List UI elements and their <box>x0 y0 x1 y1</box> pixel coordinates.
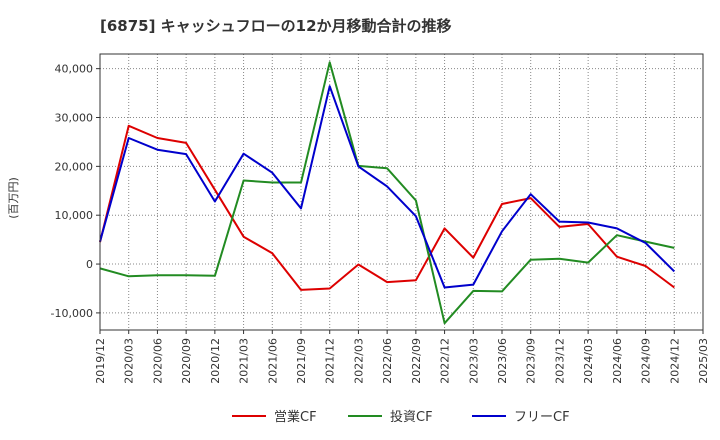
plot-frame <box>99 53 704 331</box>
x-tick-label: 2021/03 <box>238 338 251 384</box>
legend-label: 営業CF <box>274 409 317 425</box>
y-tick-label: 10,000 <box>55 209 94 222</box>
x-tick-label: 2023/06 <box>496 338 509 384</box>
x-tick-label: 2019/12 <box>94 338 107 384</box>
chart-title: [6875] キャッシュフローの12か月移動合計の推移 <box>100 17 452 35</box>
x-tick-label: 2023/12 <box>553 338 566 384</box>
x-tick-label: 2021/09 <box>295 338 308 384</box>
x-tick-label: 2020/09 <box>180 338 193 384</box>
legend-label: 投資CF <box>390 409 433 425</box>
x-tick-label: 2025/03 <box>697 338 710 384</box>
grid-lines <box>99 54 704 330</box>
x-tick-label: 2023/09 <box>525 338 538 384</box>
x-tick-label: 2024/12 <box>668 338 681 384</box>
y-tick-label: 0 <box>86 258 93 271</box>
x-axis-ticks: 2019/12 2020/03 2020/06 2020/09 2020/12 2021/… <box>94 330 710 384</box>
y-tick-label: 20,000 <box>55 160 94 173</box>
legend-label: フリーCF <box>514 410 570 425</box>
y-axis-label: (百万円) <box>7 177 20 219</box>
legend: 営業CF 投資CF フリーCF <box>232 409 570 425</box>
x-tick-label: 2020/06 <box>151 338 164 384</box>
series-line <box>99 124 675 291</box>
series-layer <box>99 61 676 325</box>
x-tick-label: 2024/09 <box>640 338 653 384</box>
x-tick-label: 2021/06 <box>266 338 279 384</box>
y-tick-label: -10,000 <box>51 307 93 320</box>
x-tick-label: 2022/09 <box>410 338 423 384</box>
x-tick-label: 2022/03 <box>352 338 365 384</box>
y-axis-ticks: -10,000 0 10,000 20,000 30,000 40,000 <box>51 63 100 320</box>
series-line <box>99 61 675 325</box>
x-tick-label: 2024/03 <box>582 338 595 384</box>
x-tick-label: 2022/06 <box>381 338 394 384</box>
y-tick-label: 30,000 <box>55 112 94 125</box>
series-line <box>99 85 676 289</box>
x-tick-label: 2024/06 <box>611 338 624 384</box>
x-tick-label: 2022/12 <box>439 338 452 384</box>
x-tick-label: 2021/12 <box>324 338 337 384</box>
x-tick-label: 2023/03 <box>467 338 480 384</box>
y-tick-label: 40,000 <box>55 63 94 76</box>
x-tick-label: 2020/03 <box>123 338 136 384</box>
x-tick-label: 2020/12 <box>209 338 222 384</box>
